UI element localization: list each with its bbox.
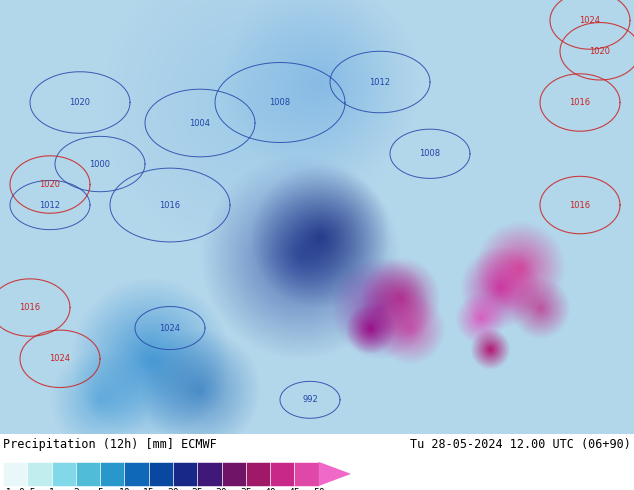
Text: 5: 5 [97,488,103,490]
Text: 0.1: 0.1 [0,488,12,490]
Text: 40: 40 [264,488,276,490]
Text: 35: 35 [240,488,252,490]
Text: 1020: 1020 [590,47,611,56]
Polygon shape [197,462,221,486]
Text: 1024: 1024 [49,354,70,363]
Text: 1012: 1012 [370,77,391,87]
Polygon shape [270,462,294,486]
Text: 1008: 1008 [269,98,290,107]
Text: 1004: 1004 [190,119,210,127]
Text: 15: 15 [143,488,155,490]
Text: 1016: 1016 [159,200,181,210]
Text: 10: 10 [119,488,131,490]
Text: 25: 25 [191,488,203,490]
Text: 992: 992 [302,395,318,404]
Text: 50: 50 [313,488,325,490]
Polygon shape [51,462,76,486]
Text: 1024: 1024 [579,16,600,25]
Text: 0.5: 0.5 [18,488,36,490]
Polygon shape [3,462,27,486]
Text: 2: 2 [73,488,79,490]
Text: 1020: 1020 [39,180,60,189]
Polygon shape [100,462,124,486]
Text: 20: 20 [167,488,179,490]
Polygon shape [173,462,197,486]
Polygon shape [294,462,319,486]
Text: Precipitation (12h) [mm] ECMWF: Precipitation (12h) [mm] ECMWF [3,438,217,451]
Text: 1016: 1016 [569,200,590,210]
Text: 1016: 1016 [569,98,590,107]
Polygon shape [319,462,351,486]
Text: 1016: 1016 [20,303,41,312]
Polygon shape [221,462,246,486]
Polygon shape [149,462,173,486]
Text: 1020: 1020 [70,98,91,107]
Polygon shape [246,462,270,486]
Text: 45: 45 [288,488,301,490]
Text: Tu 28-05-2024 12.00 UTC (06+90): Tu 28-05-2024 12.00 UTC (06+90) [410,438,631,451]
Text: 1024: 1024 [160,323,181,333]
Polygon shape [27,462,51,486]
Text: 1008: 1008 [420,149,441,158]
Polygon shape [124,462,149,486]
Text: 1: 1 [49,488,55,490]
Polygon shape [76,462,100,486]
Text: 30: 30 [216,488,228,490]
Text: 1012: 1012 [39,200,60,210]
Text: 1000: 1000 [89,160,110,169]
